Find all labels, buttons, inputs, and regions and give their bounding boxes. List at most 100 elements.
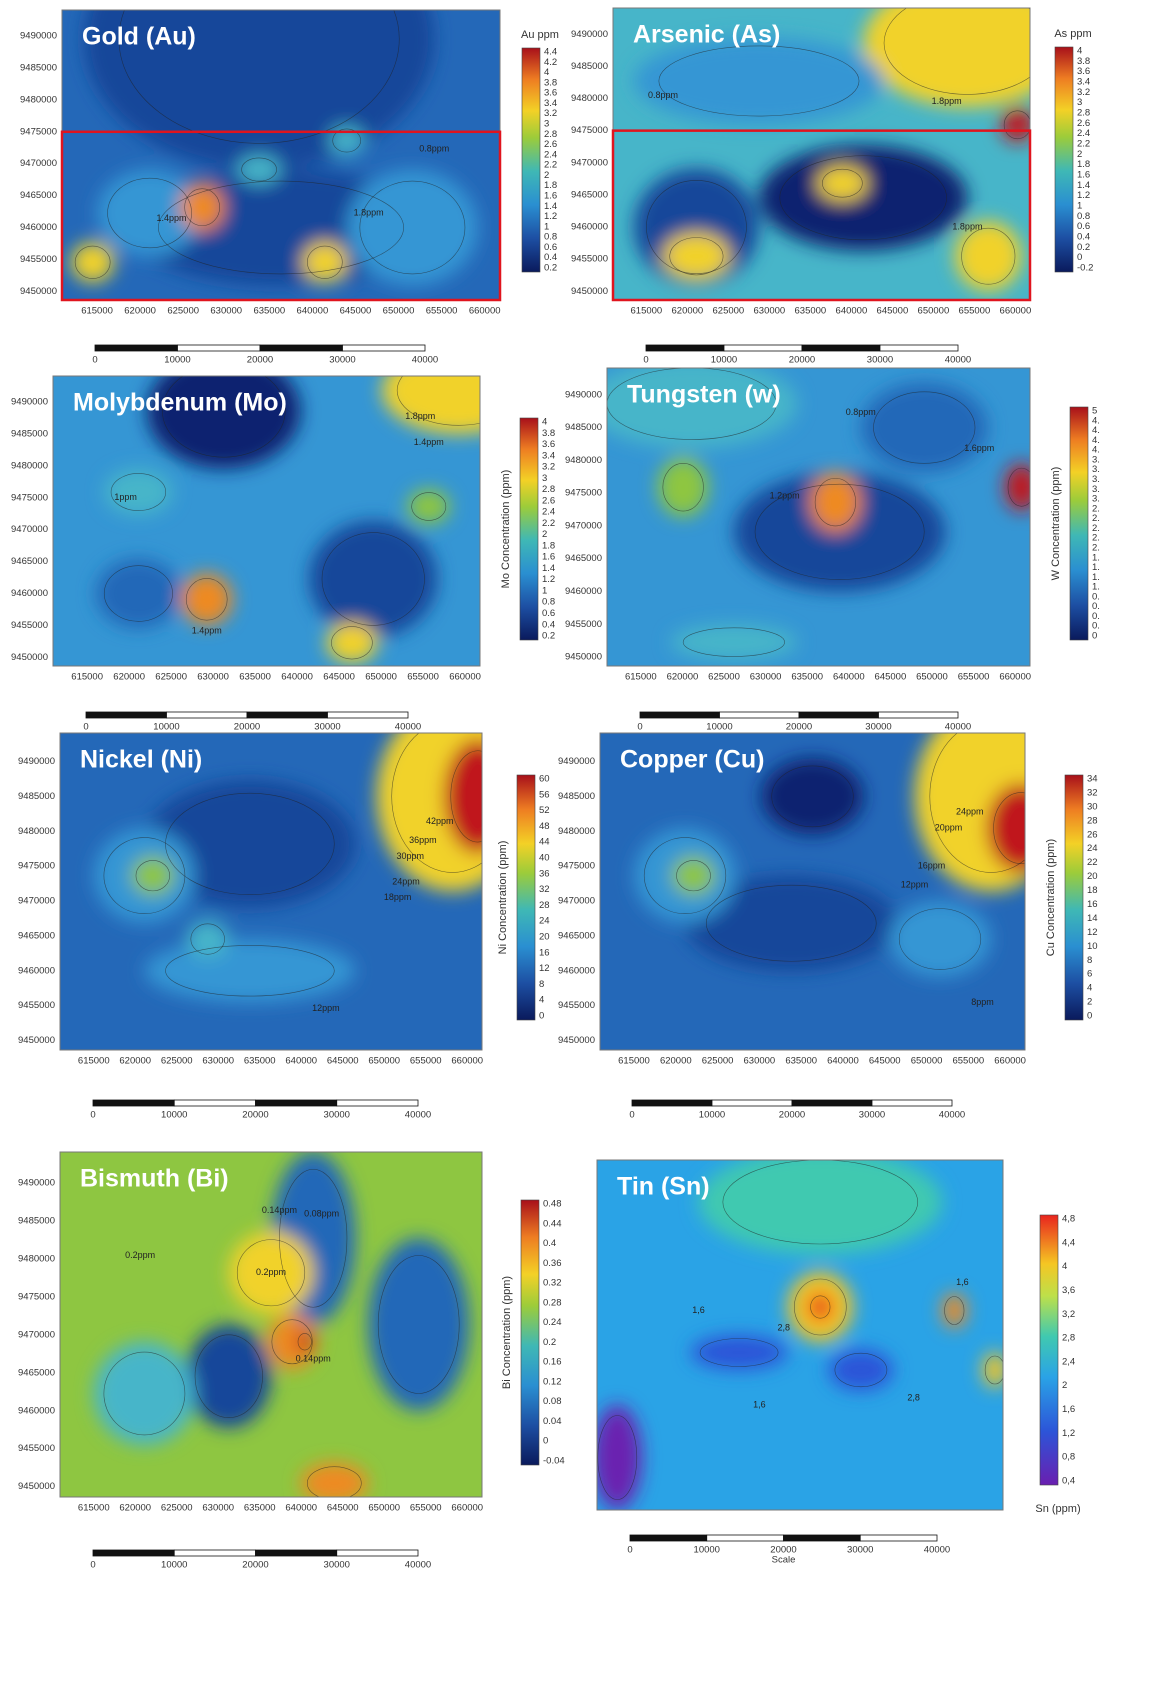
- contour-label: 2,8: [778, 1322, 791, 1332]
- y-tick-label: 9485000: [18, 791, 55, 802]
- contour-line: [297, 1333, 312, 1351]
- colorbar-tick-label: 18: [1087, 885, 1098, 896]
- colorbar-tick-label: 32: [1087, 787, 1098, 798]
- colorbar-tick-label: 1: [1077, 201, 1082, 212]
- colorbar-tick-label: 3.: [1092, 494, 1100, 505]
- contour-line: [194, 1334, 263, 1418]
- contour-label: 0.8ppm: [419, 144, 449, 154]
- contour-label: 24ppm: [392, 876, 420, 886]
- x-tick-label: 630000: [202, 1056, 234, 1067]
- colorbar: [1064, 774, 1084, 1021]
- anomaly-zone: [309, 521, 438, 637]
- contour-label: 0.14ppm: [262, 1205, 297, 1215]
- anomaly-zone: [144, 939, 356, 1003]
- y-tick-label: 9470000: [558, 896, 595, 907]
- scale-bar-label: 20000: [786, 722, 812, 733]
- colorbar-tick-label: 2.: [1092, 533, 1100, 544]
- anomaly-zone: [863, 8, 1030, 108]
- anomaly-zone: [300, 1462, 369, 1497]
- x-tick-label: 660000: [449, 672, 481, 683]
- scale-bar-label: 0: [637, 722, 642, 733]
- y-tick-label: 9475000: [20, 126, 57, 137]
- colorbar-tick-label: 1: [544, 221, 549, 232]
- colorbar-tick-label: 0.2: [544, 263, 557, 274]
- x-tick-label: 655000: [410, 1056, 442, 1067]
- x-tick-label: 615000: [78, 1503, 110, 1514]
- y-tick-label: 9455000: [558, 1000, 595, 1011]
- colorbar-tick-label: 0.28: [543, 1297, 562, 1308]
- colorbar-tick-label: 8: [1087, 955, 1092, 966]
- y-tick-label: 9475000: [11, 492, 48, 503]
- colorbar-tick-label: 20: [539, 932, 550, 943]
- y-tick-label: 9485000: [11, 429, 48, 440]
- colorbar-tick-label: 2.8: [1077, 108, 1090, 119]
- colorbar-tick-label: 0.16: [543, 1357, 562, 1368]
- anomaly-zone: [346, 169, 479, 286]
- anomaly-zone: [670, 624, 798, 661]
- anomaly-zone: [368, 1238, 470, 1411]
- anomaly-zone: [810, 472, 861, 532]
- colorbar-tick-label: 3: [542, 473, 547, 484]
- x-tick-label: 645000: [323, 672, 355, 683]
- scale-bar-label: 10000: [711, 355, 737, 366]
- y-tick-label: 9490000: [558, 756, 595, 767]
- y-tick-label: 9485000: [18, 1216, 55, 1227]
- contour-line: [929, 733, 1025, 873]
- map: 1.2ppm 1.6ppm 0.8ppm: [607, 368, 1030, 666]
- contour-line: [873, 391, 976, 464]
- scale-bar-segment: [791, 1099, 873, 1107]
- x-tick-label: 620000: [119, 1503, 151, 1514]
- y-tick-label: 9475000: [571, 125, 608, 136]
- colorbar-tick-label: 4,4: [1062, 1237, 1075, 1248]
- scale-bar-segment: [173, 1099, 256, 1107]
- contour-label: 42ppm: [426, 816, 454, 826]
- anomaly-zone: [93, 1341, 196, 1446]
- x-tick-label: 635000: [244, 1056, 276, 1067]
- x-tick-label: 620000: [124, 306, 156, 317]
- scale-bar-label: 30000: [324, 1560, 350, 1571]
- y-tick-label: 9490000: [20, 31, 57, 42]
- colorbar-tick-label: 1.6: [542, 552, 555, 563]
- x-tick-label: 650000: [918, 306, 950, 317]
- y-tick-label: 9465000: [18, 930, 55, 941]
- anomaly-zone: [326, 622, 378, 664]
- scale-bar-segment: [639, 711, 720, 719]
- colorbar-tick-label: 0: [543, 1436, 548, 1447]
- colorbar-label: Mo Concentration (ppm): [500, 470, 512, 589]
- colorbar-tick-label: 3.6: [1077, 66, 1090, 77]
- scale-bar-label: 30000: [329, 355, 355, 366]
- scale-bar-label: 30000: [314, 722, 340, 733]
- scale-bar-segment: [327, 711, 409, 719]
- anomaly-zone: [296, 1331, 314, 1353]
- anomaly-zone: [180, 184, 225, 231]
- anomaly-zone: [181, 573, 233, 626]
- colorbar-tick-label: 48: [539, 821, 550, 832]
- contour-line: [984, 1355, 1003, 1385]
- colorbar-tick-label: 2.8: [542, 484, 555, 495]
- anomaly-zone: [657, 457, 709, 517]
- colorbar-tick-label: 2.2: [544, 160, 557, 171]
- x-tick-label: 650000: [911, 1056, 943, 1067]
- y-tick-label: 9490000: [571, 29, 608, 40]
- colorbar-tick-label: 0.24: [543, 1317, 562, 1328]
- scale-bar-label: 0: [643, 355, 648, 366]
- y-tick-label: 9460000: [11, 588, 48, 599]
- colorbar-tick-label: 12: [539, 963, 550, 974]
- colorbar-tick-label: 2.: [1092, 523, 1100, 534]
- colorbar-tick-label: 4: [542, 417, 547, 428]
- y-tick-label: 9490000: [565, 389, 602, 400]
- colorbar-tick-label: 2.8: [544, 129, 557, 140]
- contour-line: [306, 245, 343, 279]
- colorbar-label: Ni Concentration (ppm): [497, 841, 509, 955]
- x-tick-label: 620000: [667, 672, 699, 683]
- colorbar-tick-label: 28: [539, 900, 550, 911]
- x-tick-label: 640000: [285, 1503, 317, 1514]
- colorbar: [1054, 46, 1074, 273]
- scale-bar-segment: [645, 344, 725, 352]
- colorbar: [521, 47, 541, 273]
- y-tick-label: 9465000: [565, 553, 602, 564]
- colorbar-tick-label: 2: [1087, 997, 1092, 1008]
- colorbar-tick-label: 3.2: [1077, 87, 1090, 98]
- colorbar-tick-label: 0.08: [543, 1396, 562, 1407]
- y-tick-label: 9480000: [18, 1253, 55, 1264]
